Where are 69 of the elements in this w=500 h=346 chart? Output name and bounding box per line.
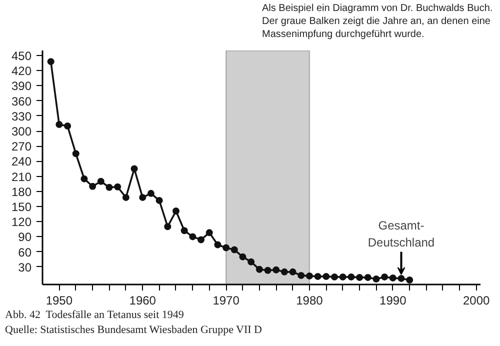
y-tick-label: 60 (18, 245, 32, 260)
y-tick-label: 120 (11, 215, 32, 230)
source-note: Quelle: Statistisches Bundesamt Wiesbaden Gruppe VII D (5, 323, 262, 338)
point (306, 272, 313, 280)
point (198, 236, 205, 244)
y-tick-label: 420 (11, 64, 32, 78)
y-tick-label: 390 (11, 79, 32, 94)
point (280, 268, 288, 276)
y-tick-label: 270 (11, 140, 32, 154)
y-tick-label: 450 (11, 49, 32, 64)
y-tick-label: 150 (11, 200, 32, 214)
point (106, 184, 113, 191)
point (248, 258, 255, 266)
y-tick-label: 210 (11, 170, 32, 184)
point (372, 275, 380, 282)
point (189, 233, 196, 240)
point (206, 229, 213, 236)
point (97, 178, 104, 185)
point (264, 266, 272, 274)
point (389, 274, 396, 282)
point (164, 223, 172, 230)
x-tick-label: 1980 (296, 294, 324, 308)
point (406, 276, 414, 284)
x-tick-label: 1950 (46, 294, 73, 308)
point (114, 183, 122, 190)
text: Als Beispiel ein Diagramm von Dr. Buchwalds Buch. Der graue Balken zeigt die Jahre an, an denen eine Massenimpfung durchgeführt wurde. (262, 2, 494, 41)
y-tick-label: 300 (11, 124, 32, 139)
y-tick-label: 90 (18, 230, 32, 244)
point (130, 165, 138, 172)
x-tick-label: 1960 (129, 294, 156, 308)
point (339, 273, 346, 280)
point (172, 208, 180, 215)
point (314, 272, 322, 280)
point (298, 272, 305, 279)
point (398, 274, 405, 282)
point (156, 196, 163, 204)
y-tick-label: 330 (11, 109, 32, 124)
y-tick-label: 240 (11, 154, 32, 169)
point (147, 190, 154, 197)
point (272, 266, 280, 274)
point (214, 241, 222, 248)
point (322, 272, 330, 280)
point (89, 182, 96, 190)
point (381, 273, 388, 280)
point (64, 122, 72, 130)
point (230, 246, 238, 254)
y-tick-label: 360 (11, 94, 32, 108)
point (222, 244, 230, 252)
point (56, 120, 63, 128)
point (72, 150, 80, 158)
point (356, 274, 364, 281)
point (239, 253, 246, 260)
x-tick-label: 1970 (212, 294, 240, 308)
x-tick-label: 1990 (380, 294, 407, 308)
point (348, 273, 355, 280)
point (122, 194, 130, 201)
point (180, 227, 188, 234)
point (364, 274, 372, 281)
y-tick-label: 180 (11, 184, 32, 199)
y-tick-label: 30 (18, 260, 32, 274)
point (331, 273, 338, 280)
annotation: Gesamt- Deutschland (368, 218, 435, 250)
point (289, 268, 296, 276)
point (256, 266, 263, 273)
caption: Abb. 42 Todesfälle an Tetanus seit 1949 (5, 308, 185, 323)
point (80, 175, 88, 182)
point (47, 58, 54, 66)
x-tick-label: 2000 (462, 294, 490, 308)
point (139, 194, 146, 201)
